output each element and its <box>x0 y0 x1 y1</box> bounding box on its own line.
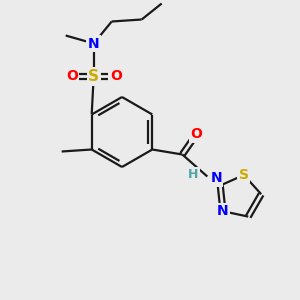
Text: S: S <box>239 168 249 182</box>
Text: O: O <box>190 128 202 142</box>
Text: N: N <box>88 37 100 50</box>
Text: S: S <box>88 69 99 84</box>
Text: H: H <box>188 168 198 181</box>
Text: N: N <box>210 172 222 185</box>
Text: N: N <box>217 204 229 218</box>
Text: O: O <box>66 70 78 83</box>
Text: O: O <box>110 70 122 83</box>
